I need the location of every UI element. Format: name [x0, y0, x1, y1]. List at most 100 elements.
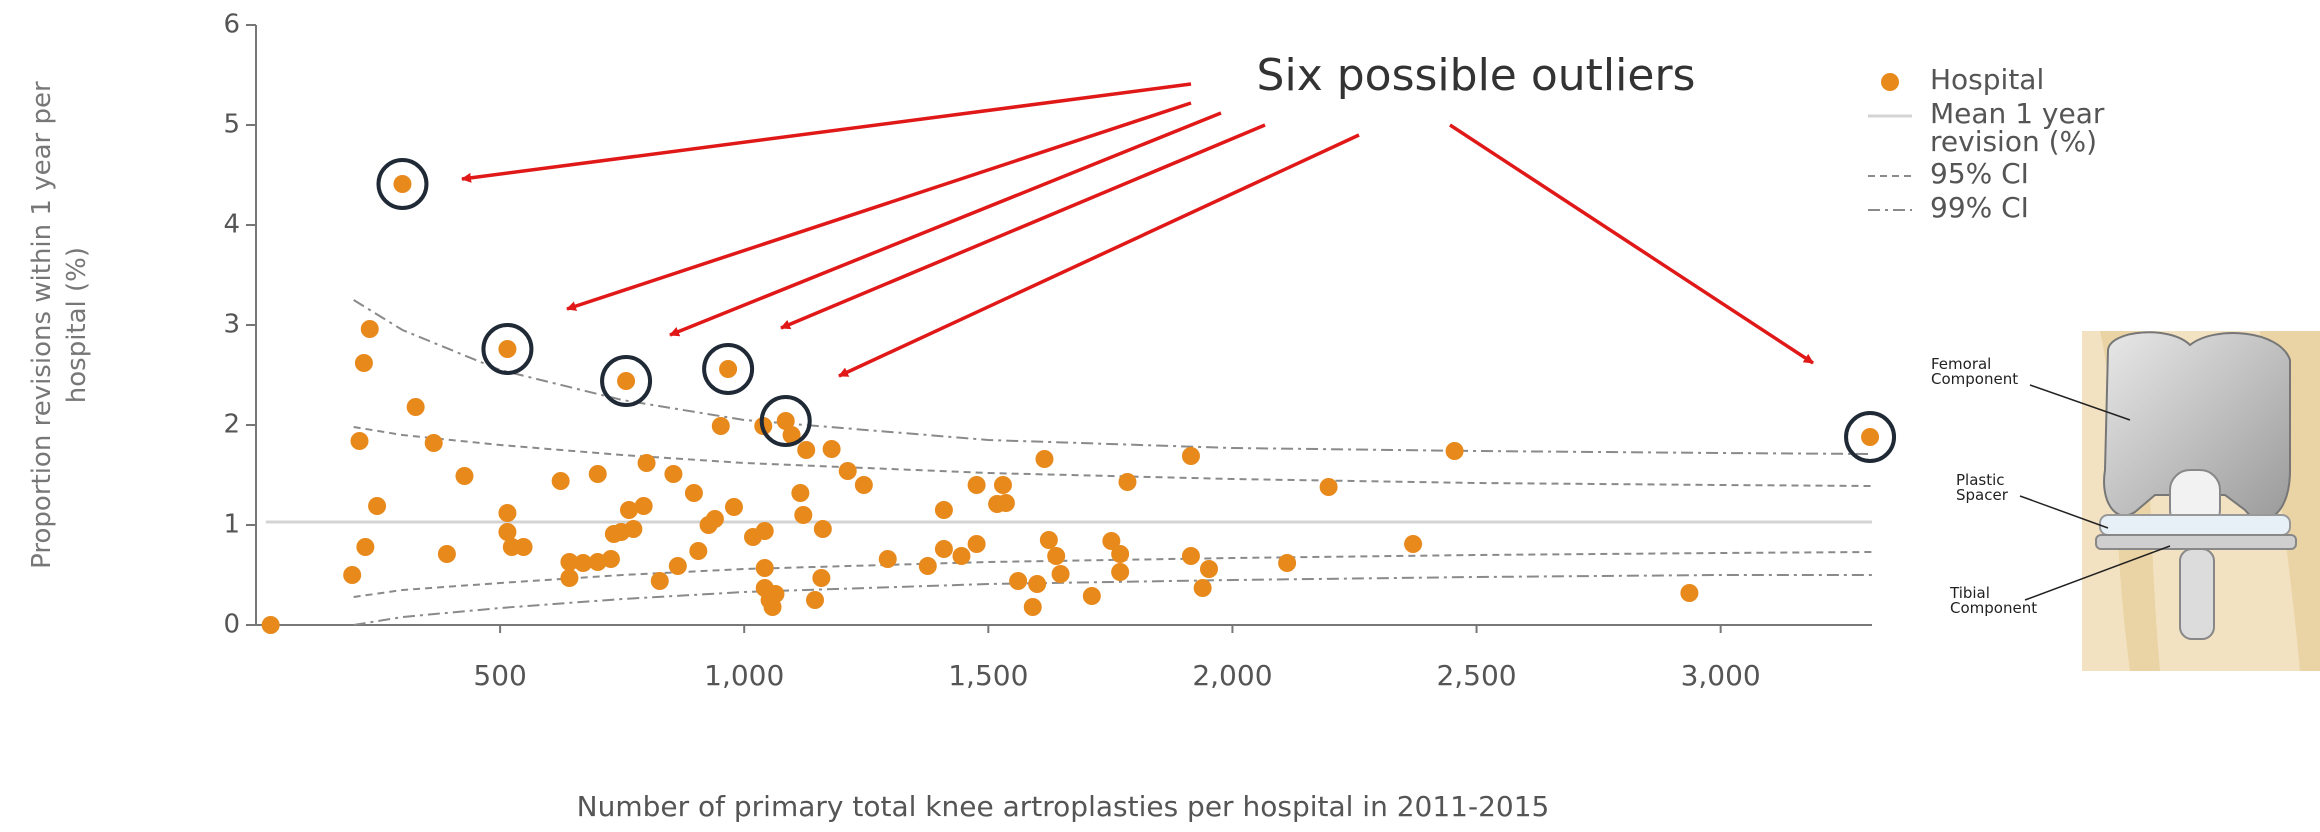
hospital-point [343, 566, 361, 584]
hospital-point [1680, 584, 1698, 602]
ci-line-upper [354, 300, 1872, 454]
x-tick-label: 1,500 [948, 659, 1028, 692]
hospital-point [919, 557, 937, 575]
legend-item: 99% CI [1862, 194, 2162, 224]
image-label: Plastic Spacer [1956, 473, 2056, 503]
legend-marker [1881, 73, 1899, 91]
hospital-point [879, 550, 897, 568]
hospital-point [1194, 579, 1212, 597]
hospital-point [706, 510, 724, 528]
hospital-point [1052, 565, 1070, 583]
hospital-point [756, 559, 774, 577]
hospital-point [997, 494, 1015, 512]
hospital-point [823, 440, 841, 458]
y-tick-label: 6 [223, 10, 240, 40]
legend-label: Mean 1 year revision (%) [1930, 100, 2130, 156]
hospital-point [425, 434, 443, 452]
hospital-point [1083, 587, 1101, 605]
hospital-point [1182, 447, 1200, 465]
hospital-point [1200, 560, 1218, 578]
y-tick-label: 4 [223, 210, 240, 240]
x-axis-label: Number of primary total knee artroplasti… [463, 790, 1663, 823]
hospital-point [368, 497, 386, 515]
hospital-point [812, 569, 830, 587]
hospital-point [602, 550, 620, 568]
hospital-point [1035, 450, 1053, 468]
hospital-point [968, 476, 986, 494]
x-tick-label: 2,500 [1436, 659, 1516, 692]
hospital-point [1404, 535, 1422, 553]
tibial-stem [2180, 549, 2214, 639]
hospital-point [589, 465, 607, 483]
ci-line-lower [354, 575, 1872, 625]
arrow [567, 103, 1191, 309]
hospital-point [952, 547, 970, 565]
hospital-point [994, 476, 1012, 494]
hospital-point [351, 432, 369, 450]
legend-icon [1862, 196, 1918, 224]
plastic-spacer [2100, 515, 2290, 535]
hospital-point [1111, 563, 1129, 581]
hospital-point [393, 175, 411, 193]
hospital-point [515, 538, 533, 556]
legend: Hospital Mean 1 year revision (%) 95% CI 99… [1862, 66, 2162, 228]
legend-label: Hospital [1930, 66, 2130, 94]
arrow [839, 135, 1359, 376]
arrow [670, 113, 1221, 335]
hospital-point [635, 497, 653, 515]
hospital-point [560, 569, 578, 587]
y-axis-label: Proportion revisions within 1 year per h… [25, 45, 95, 605]
hospital-point [1278, 554, 1296, 572]
knee-illustration [2020, 331, 2320, 671]
y-tick-label: 0 [223, 610, 240, 640]
hospital-point [1024, 598, 1042, 616]
hospital-point [1182, 547, 1200, 565]
hospital-point [839, 462, 857, 480]
page: 01234565001,0001,5002,0002,5003,000 Prop… [0, 0, 2320, 832]
hospital-point [664, 465, 682, 483]
hospital-point [617, 372, 635, 390]
legend-icon [1862, 68, 1918, 96]
hospital-point [766, 585, 784, 603]
hospital-point [685, 484, 703, 502]
hospital-point [814, 520, 832, 538]
legend-icon [1862, 162, 1918, 190]
y-tick-label: 1 [223, 510, 240, 540]
hospital-point [1111, 545, 1129, 563]
hospital-point [719, 360, 737, 378]
hospital-point [355, 354, 373, 372]
legend-item: 95% CI [1862, 160, 2162, 190]
hospital-point [806, 591, 824, 609]
legend-label: 99% CI [1930, 194, 2130, 222]
hospital-point [552, 472, 570, 490]
hospital-point [638, 454, 656, 472]
hospital-point [1861, 428, 1879, 446]
hospital-point [1028, 575, 1046, 593]
hospital-point [1320, 478, 1338, 496]
x-tick-label: 500 [473, 659, 526, 692]
hospital-point [356, 538, 374, 556]
hospital-point [1118, 473, 1136, 491]
arrow [462, 84, 1191, 179]
hospital-point [794, 506, 812, 524]
hospital-point [1446, 442, 1464, 460]
hospital-point [455, 467, 473, 485]
hospital-point [689, 542, 707, 560]
hospital-point [1047, 547, 1065, 565]
hospital-point [1009, 572, 1027, 590]
hospital-point [1040, 531, 1058, 549]
hospital-point [935, 501, 953, 519]
arrows [462, 84, 1813, 376]
y-tick-label: 3 [223, 310, 240, 340]
arrow [781, 125, 1265, 328]
image-label: Femoral Component [1931, 357, 2031, 387]
hospital-point [669, 557, 687, 575]
x-tick-label: 2,000 [1192, 659, 1272, 692]
hospital-point [624, 520, 642, 538]
hospital-point [407, 398, 425, 416]
legend-item: Mean 1 year revision (%) [1862, 100, 2162, 156]
tibial-tray [2096, 535, 2296, 549]
annotation: Six possible outliers [1176, 50, 1776, 101]
hospital-point [262, 616, 280, 634]
hospital-point [968, 535, 986, 553]
